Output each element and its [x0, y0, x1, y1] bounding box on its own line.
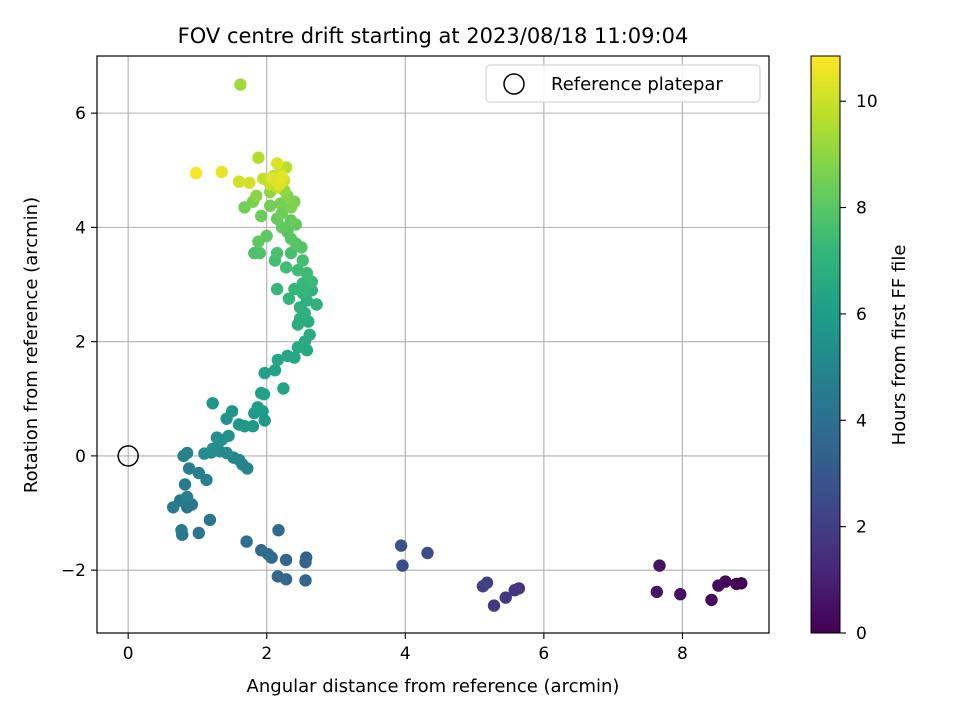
- y-tick-label: 2: [75, 333, 86, 353]
- data-point: [175, 524, 188, 537]
- colorbar-tick-label: 10: [856, 92, 878, 112]
- data-point: [255, 544, 268, 557]
- scatter-points: [167, 78, 748, 612]
- reference-platepar-marker: [117, 445, 139, 467]
- data-point: [291, 264, 305, 277]
- data-point: [251, 401, 264, 414]
- y-tick-label: −2: [61, 561, 86, 581]
- data-point: [253, 246, 266, 260]
- data-point: [299, 574, 312, 587]
- data-point: [508, 584, 521, 597]
- x-tick-label: 4: [400, 644, 411, 664]
- y-tick-label: 0: [75, 447, 86, 467]
- colorbar-tick-label: 0: [856, 624, 867, 644]
- x-tick-label: 2: [261, 644, 272, 664]
- data-point: [200, 473, 213, 487]
- data-point: [240, 535, 253, 548]
- axis-ticks: 0 2 4 6 8 −2 0 2 4 6: [61, 104, 688, 664]
- data-point: [167, 501, 180, 514]
- x-tick-label: 0: [123, 644, 134, 664]
- data-point: [394, 539, 408, 552]
- data-point: [271, 353, 284, 367]
- data-point: [421, 546, 434, 560]
- colorbar-tick-label: 6: [856, 305, 867, 325]
- data-point: [299, 556, 312, 569]
- legend-marker-icon: [503, 73, 525, 95]
- data-point: [232, 175, 246, 188]
- reference-marker: [117, 445, 139, 467]
- data-point: [270, 282, 284, 296]
- data-point: [177, 449, 190, 463]
- data-point: [284, 246, 298, 260]
- data-point: [192, 526, 205, 540]
- data-point: [487, 599, 501, 612]
- data-point: [499, 591, 512, 604]
- colorbar-label: Hours from first FF file: [889, 245, 910, 446]
- data-point: [277, 382, 290, 395]
- data-point: [650, 585, 663, 599]
- data-point: [246, 420, 260, 433]
- data-point: [310, 298, 323, 311]
- x-axis-label: Angular distance from reference (arcmin): [247, 676, 620, 697]
- x-tick-label: 6: [538, 644, 549, 664]
- data-point: [243, 176, 256, 189]
- grid-lines: [97, 56, 769, 633]
- data-point: [396, 559, 409, 572]
- data-point: [296, 254, 309, 267]
- colorbar-ticks: 0 2 4 6 8 10: [840, 92, 878, 644]
- colorbar-tick-label: 8: [856, 199, 867, 219]
- chart-title: FOV centre drift starting at 2023/08/18 …: [178, 24, 689, 48]
- data-point: [250, 189, 263, 203]
- data-point: [234, 78, 247, 91]
- data-point: [252, 235, 265, 248]
- data-point: [206, 442, 219, 456]
- data-point: [264, 199, 277, 212]
- legend-box: [485, 64, 761, 103]
- data-point: [289, 218, 302, 231]
- data-point: [279, 261, 293, 274]
- data-point: [272, 524, 285, 537]
- data-point: [303, 328, 316, 341]
- colorbar-tick-label: 2: [856, 518, 867, 538]
- y-axis-label: Rotation from reference (arcmin): [21, 197, 42, 493]
- colorbar: [810, 55, 841, 634]
- data-point: [271, 570, 284, 583]
- data-point: [225, 405, 239, 418]
- data-point: [222, 429, 235, 443]
- data-point: [730, 577, 743, 591]
- data-point: [189, 166, 203, 180]
- data-point: [270, 157, 284, 170]
- data-point: [275, 206, 289, 220]
- data-point: [257, 388, 271, 401]
- data-point: [476, 580, 490, 593]
- data-point: [180, 490, 194, 504]
- y-tick-label: 4: [75, 218, 86, 238]
- legend-label: Reference platepar: [551, 74, 723, 95]
- data-point: [674, 588, 687, 601]
- data-point: [255, 209, 268, 223]
- data-point: [182, 462, 196, 475]
- data-point: [705, 593, 718, 607]
- data-point: [653, 559, 666, 572]
- data-point: [178, 478, 192, 491]
- data-point: [270, 246, 284, 260]
- data-point: [206, 397, 219, 410]
- data-point: [268, 364, 282, 377]
- data-point: [282, 292, 296, 305]
- legend: Reference platepar: [485, 64, 761, 103]
- data-point: [712, 579, 725, 592]
- x-tick-label: 8: [677, 644, 688, 664]
- data-point: [258, 366, 271, 380]
- data-point: [215, 165, 228, 179]
- plot-frame: [96, 55, 770, 634]
- data-point: [279, 553, 293, 567]
- colorbar-tick-label: 4: [856, 411, 867, 431]
- data-point: [252, 151, 265, 164]
- data-point: [288, 351, 301, 364]
- data-point: [203, 513, 217, 527]
- y-tick-label: 6: [75, 104, 86, 124]
- data-point: [275, 170, 289, 184]
